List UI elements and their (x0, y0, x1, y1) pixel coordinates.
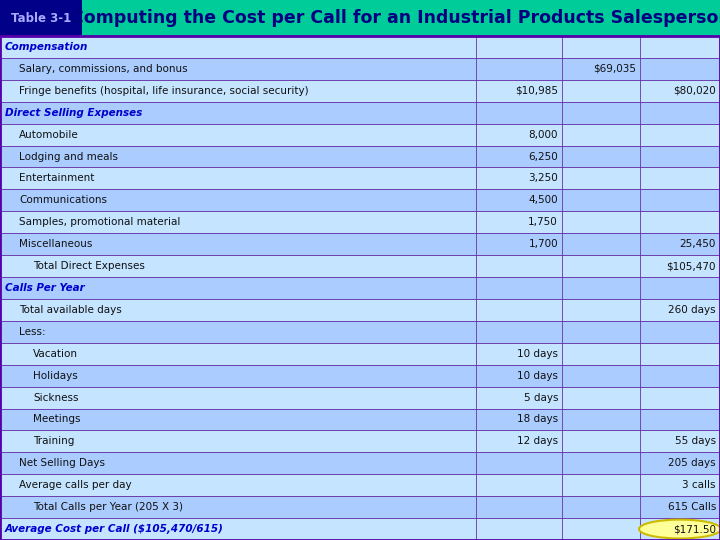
Text: Vacation: Vacation (33, 349, 78, 359)
Bar (0, 343, 720, 364)
Text: 1,700: 1,700 (528, 239, 558, 249)
Text: Total Calls per Year (205 X 3): Total Calls per Year (205 X 3) (33, 502, 183, 512)
Text: Salary, commissions, and bonus: Salary, commissions, and bonus (19, 64, 188, 74)
Bar (0, 190, 720, 211)
Text: Computing the Cost per Call for an Industrial Products Salesperson: Computing the Cost per Call for an Indus… (71, 9, 720, 27)
Bar (0, 474, 720, 496)
Text: 615 Calls: 615 Calls (667, 502, 716, 512)
Text: 12 days: 12 days (517, 436, 558, 447)
Bar (0, 0, 82, 36)
Text: Automobile: Automobile (19, 130, 78, 140)
Bar (0, 430, 720, 453)
Text: Direct Selling Expenses: Direct Selling Expenses (5, 107, 143, 118)
Bar (0, 80, 720, 102)
Text: 1,750: 1,750 (528, 217, 558, 227)
Text: 3,250: 3,250 (528, 173, 558, 184)
Bar (0, 255, 720, 277)
Bar (0, 58, 720, 80)
Text: Total available days: Total available days (19, 305, 122, 315)
Text: $69,035: $69,035 (593, 64, 636, 74)
Bar (0, 167, 720, 190)
Text: 55 days: 55 days (675, 436, 716, 447)
Text: Fringe benefits (hospital, life insurance, social security): Fringe benefits (hospital, life insuranc… (19, 86, 309, 96)
Text: 8,000: 8,000 (528, 130, 558, 140)
Text: Table 3-1: Table 3-1 (11, 11, 71, 24)
Text: 4,500: 4,500 (528, 195, 558, 205)
Bar (0, 146, 720, 167)
Text: 18 days: 18 days (517, 415, 558, 424)
Text: 205 days: 205 days (668, 458, 716, 468)
Text: 5 days: 5 days (523, 393, 558, 402)
Text: Average calls per day: Average calls per day (19, 480, 132, 490)
Text: 10 days: 10 days (517, 349, 558, 359)
Text: 10 days: 10 days (517, 370, 558, 381)
Text: Communications: Communications (19, 195, 107, 205)
Ellipse shape (639, 519, 720, 538)
Bar (0, 453, 720, 474)
Bar (0, 496, 720, 518)
Text: 25,450: 25,450 (680, 239, 716, 249)
Text: Total Direct Expenses: Total Direct Expenses (33, 261, 145, 271)
Bar (0, 277, 720, 299)
Bar (0, 364, 720, 387)
Bar (0, 321, 720, 343)
Bar (0, 124, 720, 146)
Text: 3 calls: 3 calls (683, 480, 716, 490)
Bar (0, 102, 720, 124)
Bar (0, 518, 720, 540)
Text: Sickness: Sickness (33, 393, 78, 402)
Bar (0, 409, 720, 430)
Text: Training: Training (33, 436, 74, 447)
Bar (0, 299, 720, 321)
Text: Meetings: Meetings (33, 415, 81, 424)
Bar (0, 36, 720, 58)
Bar (0, 211, 720, 233)
Text: $105,470: $105,470 (667, 261, 716, 271)
Text: 260 days: 260 days (668, 305, 716, 315)
Text: $10,985: $10,985 (515, 86, 558, 96)
Bar (0, 387, 720, 409)
Bar (82, 0, 720, 36)
Text: $171.50: $171.50 (673, 524, 716, 534)
Text: Entertainment: Entertainment (19, 173, 94, 184)
Text: Calls Per Year: Calls Per Year (5, 283, 85, 293)
Text: Lodging and meals: Lodging and meals (19, 152, 118, 161)
Text: Less:: Less: (19, 327, 45, 337)
Text: Average Cost per Call ($105,470/615): Average Cost per Call ($105,470/615) (5, 524, 224, 534)
Text: 6,250: 6,250 (528, 152, 558, 161)
Text: $80,020: $80,020 (673, 86, 716, 96)
Text: Net Selling Days: Net Selling Days (19, 458, 105, 468)
Text: Holidays: Holidays (33, 370, 78, 381)
Text: Miscellaneous: Miscellaneous (19, 239, 92, 249)
Bar (0, 233, 720, 255)
Text: Samples, promotional material: Samples, promotional material (19, 217, 181, 227)
Text: Compensation: Compensation (5, 42, 89, 52)
